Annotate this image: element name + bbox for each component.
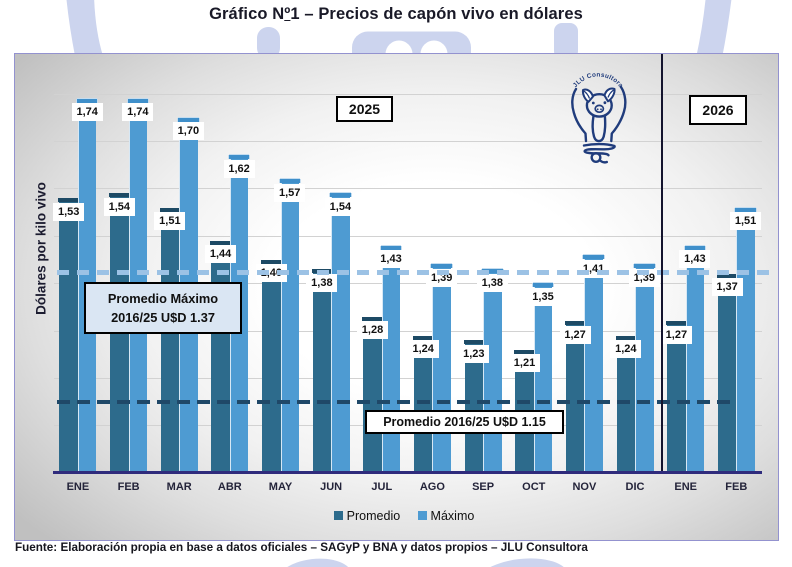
svg-text:JLU Consultora©: JLU Consultora©: [540, 55, 624, 89]
